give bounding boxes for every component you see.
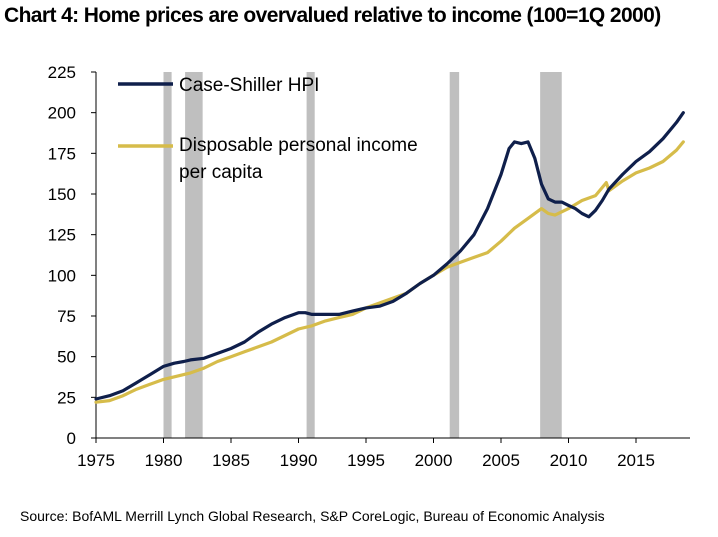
x-tick-label: 1980 (145, 451, 183, 470)
y-tick-label: 0 (67, 429, 76, 448)
x-axis-ticks: 1975 1980 1985 1990 1995 2000 2005 2010 2015 (77, 438, 655, 470)
legend-label-income-line2: per capita (179, 162, 263, 183)
series-line-case-shiller-hpi (94, 111, 685, 401)
x-tick-label: 1985 (212, 451, 250, 470)
x-tick-label: 1975 (77, 451, 115, 470)
y-tick-label: 75 (57, 307, 76, 326)
legend-label-hpi: Case-Shiller HPI (179, 75, 319, 96)
recession-bars (163, 72, 562, 438)
series-lines (94, 111, 685, 404)
recession-bar (163, 72, 172, 438)
axes (95, 72, 690, 439)
recession-bar (185, 72, 203, 438)
y-axis-ticks: 0 25 50 75 100 125 150 175 200 225 (48, 63, 96, 448)
x-tick-label: 2015 (617, 451, 655, 470)
recession-bar (540, 72, 562, 438)
y-tick-label: 225 (48, 63, 76, 82)
chart-title: Chart 4: Home prices are overvalued rela… (4, 4, 661, 27)
recession-bar (306, 72, 315, 438)
source-note: Source: BofAML Merrill Lynch Global Rese… (20, 508, 605, 524)
y-tick-label: 125 (48, 226, 76, 245)
y-tick-label: 50 (57, 348, 76, 367)
y-tick-label: 150 (48, 185, 76, 204)
legend-label-income: Disposable personal income (179, 135, 418, 156)
y-tick-label: 200 (48, 104, 76, 123)
x-tick-label: 2000 (415, 451, 453, 470)
x-tick-label: 1995 (347, 451, 385, 470)
legend: Case-Shiller HPI Disposable personal inc… (118, 75, 418, 183)
y-tick-label: 25 (57, 388, 76, 407)
x-tick-label: 2010 (550, 451, 588, 470)
x-tick-label: 1990 (280, 451, 318, 470)
x-tick-label: 2005 (482, 451, 520, 470)
y-tick-label: 175 (48, 144, 76, 163)
y-tick-label: 100 (48, 266, 76, 285)
